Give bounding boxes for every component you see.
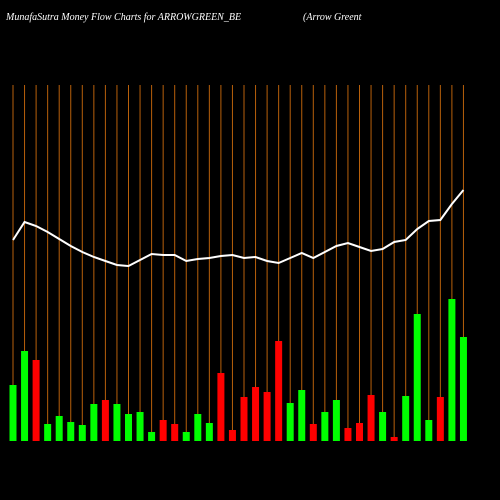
bar: [356, 423, 363, 441]
bar: [78, 425, 86, 441]
bar: [67, 422, 75, 441]
bar: [344, 428, 352, 441]
bar: [136, 412, 144, 441]
bar: [32, 360, 40, 441]
bar: [275, 341, 283, 441]
bar: [148, 432, 156, 441]
bar: [263, 392, 271, 441]
bar: [21, 351, 29, 441]
bar: [9, 385, 17, 441]
bar: [402, 396, 410, 441]
bar: [390, 437, 398, 441]
bar: [379, 412, 387, 441]
bar: [240, 397, 248, 441]
bar: [90, 404, 98, 441]
bar: [367, 395, 375, 441]
bar: [217, 373, 225, 441]
bar: [182, 432, 190, 441]
bar: [113, 404, 121, 441]
bar: [228, 430, 236, 441]
bar: [252, 387, 260, 441]
bar: [55, 416, 63, 441]
chart-title: MunafaSutra Money Flow Charts for ARROWG…: [5, 12, 241, 23]
bar: [194, 414, 202, 441]
bar: [298, 390, 306, 441]
money-flow-line: [12, 189, 465, 268]
chart-subtitle: (Arrow Greent: [303, 12, 362, 23]
bar: [448, 299, 456, 441]
bar: [159, 420, 167, 441]
bar: [459, 337, 467, 441]
bar: [309, 424, 317, 441]
bar: [44, 424, 52, 441]
bar: [332, 400, 340, 441]
bar: [286, 403, 294, 441]
bar: [125, 414, 132, 441]
bar: [321, 412, 329, 441]
bar: [436, 397, 444, 441]
bar: [101, 400, 109, 441]
bar: [413, 314, 421, 441]
bar: [171, 424, 179, 441]
bar: [205, 423, 213, 441]
bar: [425, 420, 433, 441]
